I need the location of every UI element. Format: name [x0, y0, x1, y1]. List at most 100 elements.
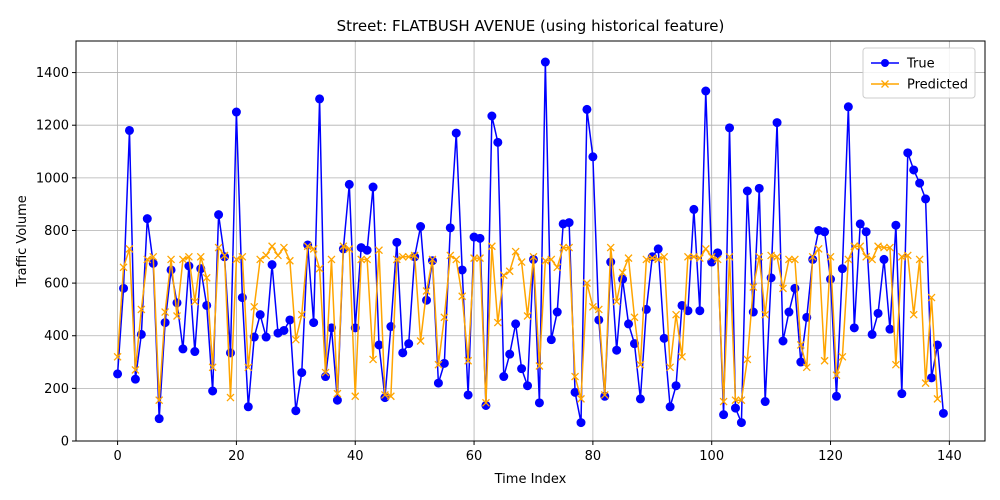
- data-point: [297, 310, 306, 319]
- data-point: [737, 396, 746, 405]
- data-point: [874, 242, 883, 251]
- data-point: [553, 263, 562, 272]
- data-point: [155, 396, 164, 405]
- data-point: [624, 254, 633, 263]
- x-axis-label: Time Index: [494, 472, 567, 487]
- data-point: [861, 227, 871, 237]
- data-point: [457, 265, 467, 275]
- data-point: [701, 244, 710, 253]
- chart-title: Street: FLATBUSH AVENUE (using historica…: [337, 17, 725, 35]
- data-point: [576, 418, 586, 428]
- data-point: [820, 227, 830, 237]
- data-point: [921, 379, 930, 388]
- data-point: [719, 397, 728, 406]
- data-point: [850, 242, 859, 251]
- data-point: [434, 360, 443, 369]
- data-point: [582, 104, 592, 114]
- data-point: [618, 274, 628, 284]
- x-tick-label: 0: [113, 449, 121, 464]
- data-point: [635, 394, 645, 404]
- data-point: [867, 329, 877, 339]
- data-point: [678, 352, 686, 361]
- data-point: [487, 111, 497, 121]
- data-point: [868, 255, 877, 264]
- data-point: [915, 178, 925, 188]
- data-point: [262, 251, 271, 260]
- data-point: [344, 179, 354, 189]
- data-point: [339, 242, 348, 251]
- data-point: [368, 182, 378, 192]
- data-point: [451, 128, 461, 138]
- data-point: [297, 368, 307, 378]
- data-point: [119, 283, 129, 293]
- data-point: [713, 248, 723, 258]
- legend-label: True: [906, 57, 935, 72]
- data-point: [143, 255, 152, 264]
- data-point: [505, 267, 514, 276]
- data-point: [231, 107, 241, 117]
- data-point: [285, 315, 295, 325]
- y-tick-label: 0: [61, 435, 69, 450]
- data-point: [511, 319, 521, 329]
- data-point: [119, 263, 128, 272]
- plot-frame: [75, 40, 986, 442]
- legend-item-true: True: [871, 57, 935, 72]
- data-point: [291, 406, 301, 416]
- data-point: [333, 389, 342, 398]
- legend-label: Predicted: [907, 78, 968, 93]
- data-point: [843, 102, 853, 112]
- data-point: [755, 252, 764, 261]
- data-point: [392, 255, 401, 264]
- data-point: [606, 243, 615, 252]
- data-point: [612, 345, 622, 355]
- data-point: [523, 381, 533, 391]
- data-point: [404, 339, 414, 349]
- data-point: [653, 244, 663, 254]
- data-point: [909, 310, 918, 319]
- data-point: [832, 371, 841, 380]
- data-point: [546, 335, 556, 345]
- data-point: [475, 233, 485, 243]
- data-point: [814, 244, 823, 253]
- legend-item-predicted: Predicted: [871, 78, 968, 93]
- series-true: [113, 57, 948, 428]
- data-point: [332, 395, 342, 405]
- data-point: [279, 325, 289, 335]
- data-point: [630, 313, 639, 322]
- data-point: [879, 254, 889, 264]
- data-point: [659, 333, 669, 343]
- data-point: [315, 264, 324, 273]
- data-point: [439, 358, 449, 368]
- series-line-true: [116, 61, 945, 424]
- data-point: [903, 251, 912, 260]
- data-point: [184, 252, 193, 261]
- data-point: [523, 312, 532, 320]
- data-point: [416, 222, 426, 232]
- data-point: [470, 254, 479, 263]
- x-tick-label: 100: [699, 449, 724, 464]
- y-tick-label: 1000: [36, 171, 69, 186]
- data-point: [445, 223, 455, 233]
- data-point: [760, 397, 770, 407]
- data-point: [897, 389, 907, 399]
- data-point: [422, 295, 432, 305]
- data-point: [149, 252, 158, 261]
- data-point: [327, 255, 336, 264]
- data-point: [856, 242, 865, 251]
- data-point: [784, 307, 794, 317]
- data-point: [725, 252, 734, 261]
- data-point: [565, 243, 574, 252]
- data-point: [238, 252, 247, 261]
- data-point: [214, 243, 223, 252]
- data-point: [178, 255, 187, 264]
- data-point: [552, 307, 562, 317]
- data-point: [309, 318, 319, 328]
- x-tick-label: 20: [228, 449, 245, 464]
- data-point: [683, 252, 692, 261]
- data-point: [380, 390, 389, 399]
- data-point: [808, 252, 817, 261]
- data-point: [909, 165, 919, 175]
- y-tick-label: 200: [44, 382, 69, 397]
- data-point: [624, 319, 634, 329]
